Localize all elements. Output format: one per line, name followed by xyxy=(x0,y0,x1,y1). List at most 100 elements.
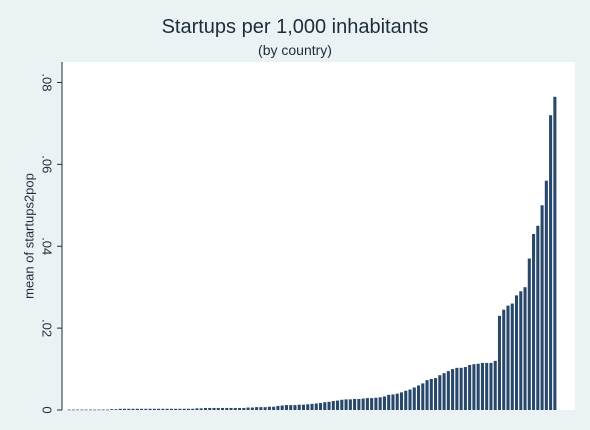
y-tick-label-4: .08 xyxy=(40,73,55,91)
bar-38 xyxy=(225,407,229,410)
bar-111 xyxy=(536,225,540,410)
bar-17 xyxy=(135,408,139,410)
bar-96 xyxy=(472,364,476,410)
bar-102 xyxy=(497,315,502,410)
bar-10 xyxy=(105,409,110,411)
y-tick-label-0: 0 xyxy=(40,406,55,413)
bar-83 xyxy=(416,385,421,410)
bar-37 xyxy=(220,407,225,410)
bar-98 xyxy=(480,362,484,410)
bar-115 xyxy=(553,96,557,411)
bar-48 xyxy=(267,406,271,410)
bar-31 xyxy=(195,408,199,410)
bar-6 xyxy=(88,409,92,411)
bar-59 xyxy=(314,403,318,410)
bar-91 xyxy=(451,369,455,410)
bar-79 xyxy=(399,392,404,410)
bar-27 xyxy=(178,408,182,410)
bar-63 xyxy=(331,400,335,410)
bar-35 xyxy=(212,407,216,410)
bar-103 xyxy=(502,309,506,410)
bar-56 xyxy=(301,404,306,410)
bar-32 xyxy=(199,408,203,410)
bar-60 xyxy=(318,403,323,410)
bar-41 xyxy=(238,407,242,410)
bar-68 xyxy=(353,398,357,410)
bar-65 xyxy=(340,399,344,410)
bar-95 xyxy=(468,364,472,410)
y-tick-label-3: .06 xyxy=(40,155,55,173)
bar-20 xyxy=(148,408,152,410)
bar-18 xyxy=(140,408,144,410)
bar-50 xyxy=(276,405,280,410)
bar-12 xyxy=(114,409,118,410)
bar-94 xyxy=(463,367,467,410)
bar-64 xyxy=(336,400,340,410)
chart-subtitle: (by country) xyxy=(258,42,332,58)
bar-28 xyxy=(182,408,186,410)
bar-73 xyxy=(374,397,378,410)
bar-75 xyxy=(382,396,386,410)
y-axis-ticks: 0 .02 .04 .06 .08 xyxy=(40,73,62,414)
bar-26 xyxy=(174,408,178,410)
bar-88 xyxy=(438,375,442,410)
bar-84 xyxy=(421,383,425,410)
bar-67 xyxy=(348,399,352,410)
bar-82 xyxy=(412,387,416,410)
bar-80 xyxy=(404,390,408,410)
bar-92 xyxy=(455,367,459,410)
bar-15 xyxy=(127,408,131,410)
bar-106 xyxy=(514,295,519,410)
bar-100 xyxy=(489,362,493,410)
bar-29 xyxy=(186,408,190,410)
bar-36 xyxy=(216,407,220,410)
bar-107 xyxy=(519,291,523,410)
bar-101 xyxy=(493,360,497,410)
bar-77 xyxy=(391,394,395,410)
bar-43 xyxy=(246,407,250,410)
bar-2 xyxy=(71,409,75,411)
bar-74 xyxy=(378,397,382,410)
bar-53 xyxy=(289,405,293,410)
bar-40 xyxy=(233,407,237,410)
bar-25 xyxy=(169,408,173,410)
bar-22 xyxy=(157,408,161,410)
bar-14 xyxy=(122,408,127,410)
bar-44 xyxy=(250,407,254,410)
bar-5 xyxy=(84,409,88,411)
bar-90 xyxy=(446,371,450,410)
bar-81 xyxy=(408,389,412,410)
bar-99 xyxy=(485,362,489,410)
bar-1 xyxy=(67,409,71,411)
bar-85 xyxy=(425,380,429,410)
bar-58 xyxy=(310,403,314,410)
bar-55 xyxy=(297,404,301,410)
bar-4 xyxy=(80,409,84,411)
chart-title: Startups per 1,000 inhabitants xyxy=(161,16,429,38)
bar-33 xyxy=(203,407,208,410)
plot-area xyxy=(62,62,575,410)
bar-86 xyxy=(429,378,433,410)
bar-34 xyxy=(208,407,212,410)
bar-8 xyxy=(97,409,101,411)
bar-114 xyxy=(549,115,553,410)
bar-110 xyxy=(532,233,536,410)
bar-93 xyxy=(459,367,463,410)
bar-9 xyxy=(101,409,105,411)
bar-23 xyxy=(161,408,165,410)
bar-52 xyxy=(284,405,288,410)
bar-3 xyxy=(76,409,80,411)
bar-105 xyxy=(510,303,514,410)
bar-61 xyxy=(323,402,327,410)
bar-39 xyxy=(229,407,233,410)
bar-69 xyxy=(357,398,361,410)
bar-87 xyxy=(434,378,438,410)
bar-108 xyxy=(523,287,527,410)
bar-7 xyxy=(93,409,97,411)
bar-72 xyxy=(370,398,374,410)
bar-42 xyxy=(242,407,246,410)
bar-45 xyxy=(255,407,259,410)
bar-13 xyxy=(118,408,122,410)
bars-group xyxy=(67,96,557,411)
